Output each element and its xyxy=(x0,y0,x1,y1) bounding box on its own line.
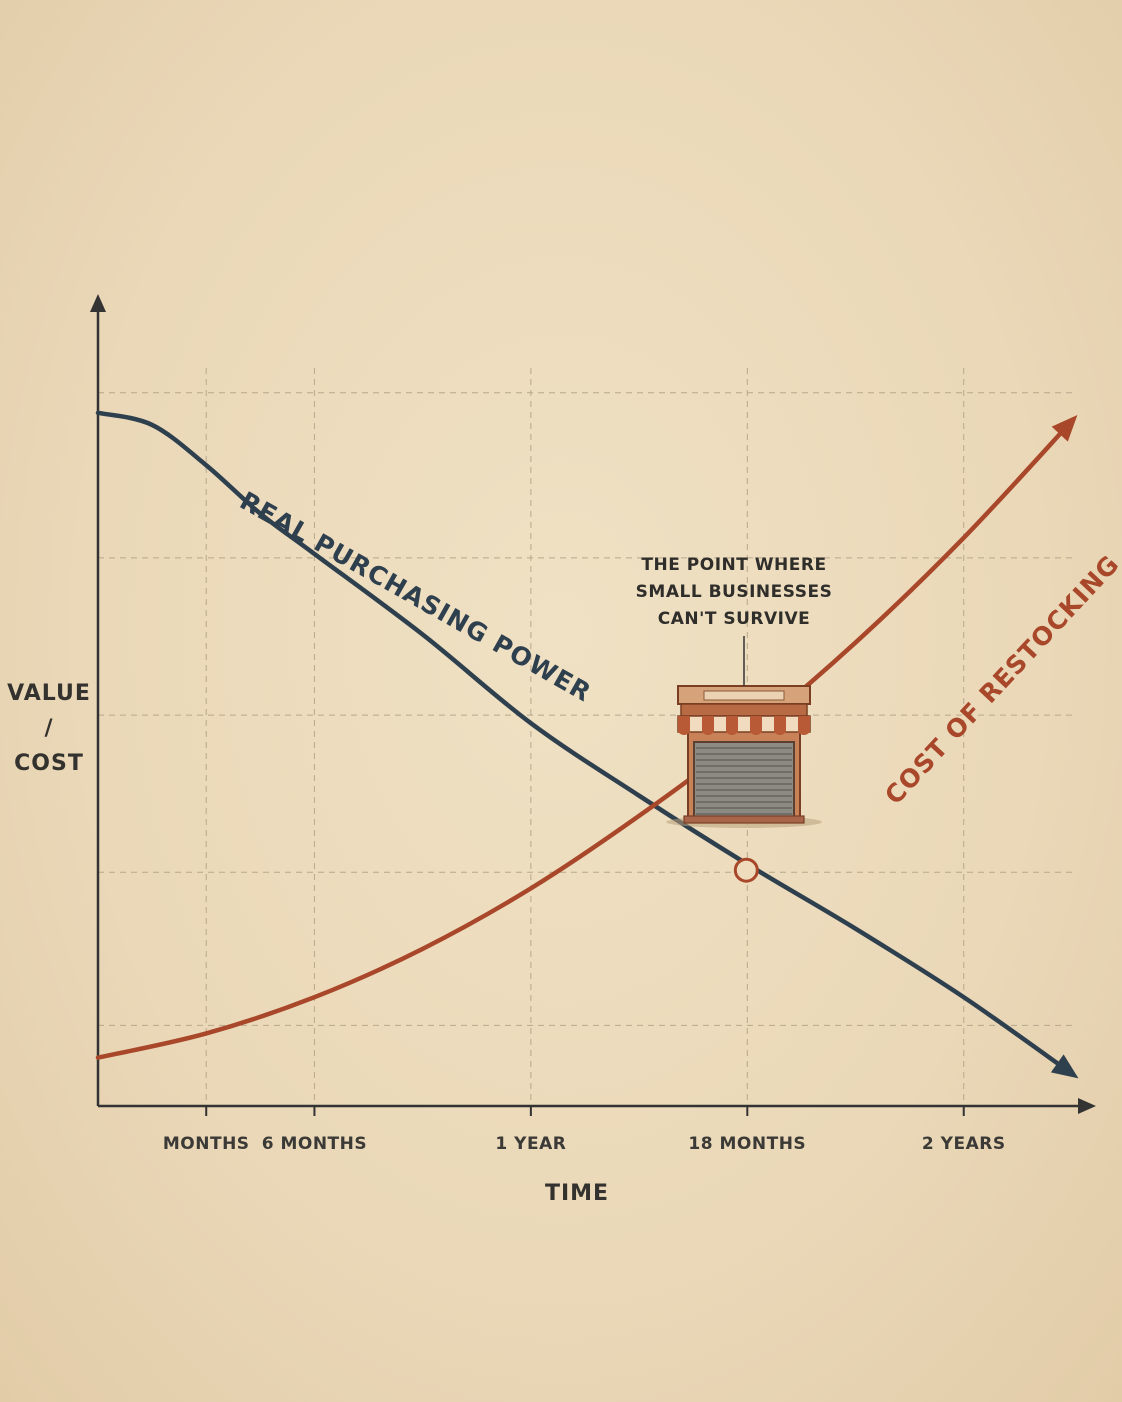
annotation-line-3: CAN'T SURVIVE xyxy=(658,609,810,629)
crossing-circle-icon xyxy=(733,857,759,883)
y-axis-title-line-1: VALUE xyxy=(7,681,91,706)
series-layer xyxy=(95,410,1079,1079)
x-ticks: MONTHS 6 MONTHS 1 YEAR 18 MONTHS 2 YEARS xyxy=(163,1106,1006,1154)
annotation: THE POINT WHERE SMALL BUSINESSES CAN'T S… xyxy=(636,555,833,686)
cost-of-restocking-line xyxy=(95,418,1075,1060)
annotation-line-2: SMALL BUSINESSES xyxy=(636,582,833,602)
x-axis-title: TIME xyxy=(545,1181,609,1206)
y-axis-arrow-icon xyxy=(90,294,106,312)
purchasing-power-line xyxy=(95,410,1075,1077)
annotation-line-1: THE POINT WHERE xyxy=(641,555,826,575)
x-tick-label-3: 18 MONTHS xyxy=(688,1134,806,1154)
grid xyxy=(98,368,1072,1106)
purchasing-power-arrow-icon xyxy=(1050,1054,1079,1079)
cost-of-restocking-arrow-icon xyxy=(1051,415,1078,442)
y-axis-title-line-2: / xyxy=(44,716,53,741)
x-tick-label-2: 1 YEAR xyxy=(495,1134,566,1154)
x-axis-arrow-icon xyxy=(1078,1098,1096,1114)
x-tick-label-0: MONTHS xyxy=(163,1134,250,1154)
x-tick-label-4: 2 YEARS xyxy=(922,1134,1006,1154)
series-label-purchasing-power: REAL PURCHASING POWER xyxy=(235,486,596,708)
x-tick-label-1: 6 MONTHS xyxy=(262,1134,367,1154)
y-axis-title-line-3: COST xyxy=(14,751,84,776)
storefront-closed-icon xyxy=(666,685,822,828)
